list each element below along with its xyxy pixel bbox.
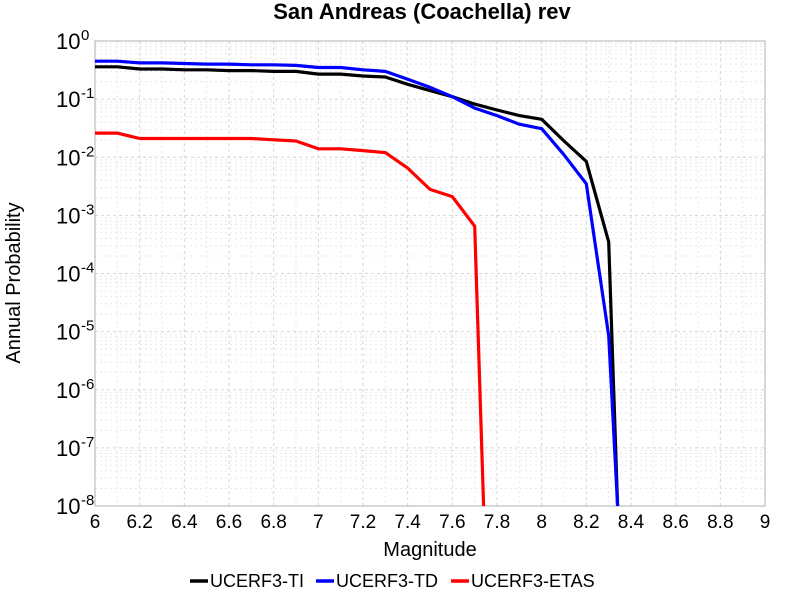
y-tick-label: 10 -7 [56,434,94,461]
y-tick-exponent: -2 [81,143,94,160]
series-line-ucerf3-etas [95,131,486,507]
y-tick-exponent: -6 [81,376,94,393]
legend-label: UCERF3-TD [336,571,438,591]
x-tick-label: 8.6 [662,512,688,533]
y-tick-label: 10 -8 [56,492,94,519]
y-tick-base: 10 [56,262,80,287]
x-tick-label: 7.4 [394,512,421,533]
x-tick-label: 9 [760,512,771,533]
plot-frame [94,40,766,507]
x-tick-label: 6.4 [171,512,198,533]
series-line-ucerf3-ti [95,65,620,507]
y-tick-exponent: -7 [81,434,94,451]
y-tick-base: 10 [56,378,80,403]
grid [94,41,766,507]
x-tick-label: 7.2 [350,512,376,533]
legend-item: UCERF3-TI [190,571,304,591]
y-tick-base: 10 [56,145,80,170]
x-tick-label: 7 [313,512,324,533]
x-tick-label: 6.6 [216,512,242,533]
x-tick-label: 6 [90,512,101,533]
y-tick-base: 10 [56,29,80,54]
y-tick-exponent: -5 [81,318,94,335]
series-layer [95,59,620,507]
x-tick-label: 7.6 [439,512,465,533]
y-tick-label: 10 -2 [56,143,94,170]
legend-label: UCERF3-ETAS [471,571,595,591]
x-tick-label: 8.8 [707,512,733,533]
series-line-ucerf3-td [95,59,620,507]
y-tick-exponent: -3 [81,201,94,218]
y-tick-label: 10 -1 [56,85,94,112]
y-tick-exponent: 0 [81,27,89,44]
legend: UCERF3-TI UCERF3-TD UCERF3-ETAS [190,571,595,591]
y-tick-label: 10 -6 [56,376,94,403]
legend-item: UCERF3-TD [316,571,438,591]
y-tick-base: 10 [56,320,80,345]
x-tick-label: 8.4 [618,512,645,533]
y-tick-base: 10 [56,87,80,112]
y-tick-exponent: -8 [81,492,94,509]
y-tick-base: 10 [56,494,80,519]
y-tick-base: 10 [56,203,80,228]
chart-title: San Andreas (Coachella) rev [273,0,571,24]
x-tick-label: 6.2 [126,512,152,533]
x-tick-label: 8 [536,512,547,533]
y-axis-label: Annual Probability [3,202,25,363]
x-axis-ticks: 6 6.2 6.4 6.6 6.8 7 7.2 7.4 7.6 7.8 8 8.2 8.4 8.6 8.8 9 [90,512,771,533]
legend-item: UCERF3-ETAS [451,571,595,591]
y-tick-base: 10 [56,436,80,461]
y-tick-label: 10 -5 [56,318,94,345]
x-tick-label: 6.8 [260,512,286,533]
x-axis-label: Magnitude [383,539,476,561]
y-tick-label: 10 -3 [56,201,94,228]
x-tick-label: 8.2 [573,512,599,533]
y-tick-label: 10 0 [56,27,89,54]
y-tick-exponent: -1 [81,85,94,102]
legend-label: UCERF3-TI [210,571,304,591]
y-tick-label: 10 -4 [56,260,94,287]
y-tick-exponent: -4 [81,260,94,277]
x-tick-label: 7.8 [484,512,510,533]
